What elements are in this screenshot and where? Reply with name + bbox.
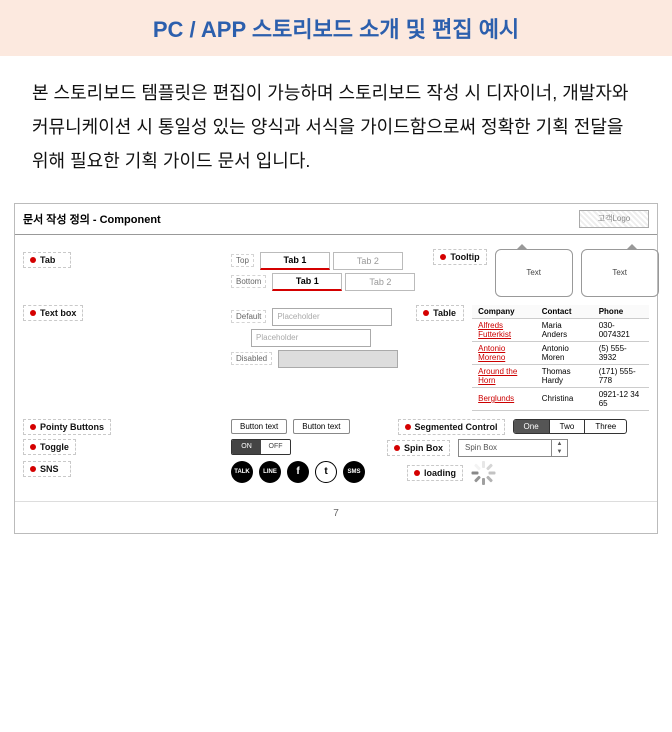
textbox-default-1[interactable]: Placeholder (272, 308, 392, 326)
label-pointy-buttons: Pointy Buttons (23, 419, 111, 435)
label-textbox: Text box (23, 305, 83, 321)
tab-top-1[interactable]: Tab 1 (260, 252, 330, 270)
table-link[interactable]: Berglunds (478, 394, 514, 403)
sample-table: Company Contact Phone Alfreds Futterkist… (472, 305, 649, 411)
table-link[interactable]: Alfreds Futterkist (478, 321, 511, 339)
label-toggle: Toggle (23, 439, 76, 455)
sublabel-bottom: Bottom (231, 275, 266, 288)
sms-icon[interactable]: SMS (343, 461, 365, 483)
seg-two[interactable]: Two (550, 420, 586, 433)
line-icon[interactable]: LINE (259, 461, 281, 483)
pointy-button-2[interactable]: Button text (293, 419, 349, 434)
twitter-icon[interactable]: t (315, 461, 337, 483)
section-title: 문서 작성 정의 - Component (23, 211, 161, 227)
page-title: PC / APP 스토리보드 소개 및 편집 예시 (20, 12, 652, 44)
segmented-control[interactable]: One Two Three (513, 419, 628, 434)
sublabel-top: Top (231, 254, 254, 267)
seg-one[interactable]: One (514, 420, 550, 433)
intro-paragraph: 본 스토리보드 템플릿은 편집이 가능하며 스토리보드 작성 시 디자이너, 개… (0, 56, 672, 195)
loading-spinner-icon (471, 461, 495, 485)
facebook-icon[interactable]: f (287, 461, 309, 483)
logo-placeholder: 고객Logo (579, 210, 649, 228)
table-row: BerglundsChristina0921-12 34 65 (472, 387, 649, 410)
spinbox-arrows[interactable]: ▲▼ (551, 440, 567, 456)
toggle-on[interactable]: ON (232, 440, 261, 454)
table-link[interactable]: Antonio Moreno (478, 344, 505, 362)
textbox-default-2[interactable]: Placeholder (251, 329, 371, 347)
tab-bottom-2[interactable]: Tab 2 (345, 273, 415, 291)
sublabel-disabled: Disabled (231, 352, 272, 365)
label-segmented: Segmented Control (398, 419, 505, 435)
seg-three[interactable]: Three (585, 420, 626, 433)
tooltip-right: Text (581, 249, 659, 297)
th-phone: Phone (593, 305, 649, 319)
label-loading: loading (407, 465, 463, 481)
table-row: Around the HornThomas Hardy(171) 555-778 (472, 364, 649, 387)
table-row: Antonio MorenoAntonio Moren(5) 555-3932 (472, 341, 649, 364)
toggle-off[interactable]: OFF (261, 440, 290, 454)
title-bar: PC / APP 스토리보드 소개 및 편집 예시 (0, 0, 672, 56)
textbox-disabled (278, 350, 398, 368)
th-contact: Contact (536, 305, 593, 319)
label-tab: Tab (23, 252, 71, 268)
tab-top-2[interactable]: Tab 2 (333, 252, 403, 270)
table-row: Alfreds FutterkistMaria Anders030-007432… (472, 318, 649, 341)
storyboard-panel: 문서 작성 정의 - Component 고객Logo Tab Top Tab … (14, 203, 658, 534)
sns-icons: TALK LINE f t SMS (231, 461, 365, 483)
tab-bottom-1[interactable]: Tab 1 (272, 273, 342, 291)
th-company: Company (472, 305, 536, 319)
label-sns: SNS (23, 461, 71, 477)
sublabel-default: Default (231, 310, 266, 323)
label-tooltip: Tooltip (433, 249, 486, 265)
pointy-button-1[interactable]: Button text (231, 419, 287, 434)
talk-icon[interactable]: TALK (231, 461, 253, 483)
label-spinbox: Spin Box (387, 440, 450, 456)
toggle-switch[interactable]: ON OFF (231, 439, 291, 455)
tooltip-left: Text (495, 249, 573, 297)
chevron-up-icon[interactable]: ▲ (552, 440, 567, 448)
page-number: 7 (15, 501, 657, 521)
spinbox[interactable]: Spin Box ▲▼ (458, 439, 568, 457)
label-table: Table (416, 305, 464, 321)
section-header: 문서 작성 정의 - Component 고객Logo (15, 204, 657, 235)
table-link[interactable]: Around the Horn (478, 367, 517, 385)
chevron-down-icon[interactable]: ▼ (552, 448, 567, 456)
